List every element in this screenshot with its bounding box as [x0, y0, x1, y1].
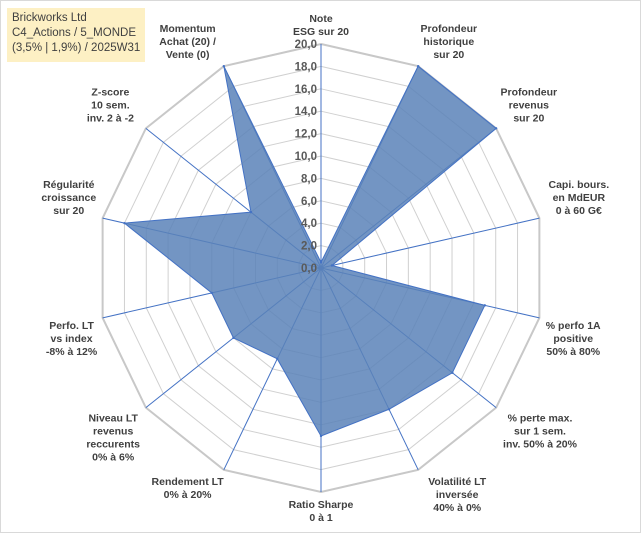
axis-label: Profondeur revenus sur 20 [501, 87, 558, 125]
data-point [222, 64, 226, 68]
axis-label-line: % perte max. [508, 412, 573, 424]
axis-label-line: positive [553, 333, 593, 345]
axis-label-line: Achat (20) / [159, 36, 216, 48]
data-point [330, 264, 334, 267]
r-tick-label: 16,0 [295, 84, 317, 96]
data-point [319, 261, 323, 264]
axis-label-line: % perfo 1A [546, 320, 601, 332]
r-tick-label: 2,0 [301, 241, 317, 253]
axis-label-line: Ratio Sharpe [289, 499, 354, 511]
data-point [276, 357, 279, 361]
axis-label: Régularité croissance sur 20 [41, 179, 96, 217]
r-tick-label: 20,0 [295, 39, 317, 51]
axis-label-line: reccurents [86, 438, 140, 450]
axis-label: Perfo. LT vs index -8% à 12% [46, 320, 98, 358]
r-tick-label: 14,0 [295, 106, 317, 118]
data-point [483, 304, 486, 307]
axis-label-line: inv. 50% à 20% [503, 438, 578, 450]
axis-label-line: historique [423, 36, 474, 48]
data-point [319, 434, 323, 438]
axis-spoke [320, 217, 540, 269]
axis-label-line: revenus [509, 100, 549, 112]
data-point [210, 291, 214, 295]
axis-label: % perfo 1A positive 50% à 80% [546, 320, 601, 358]
axis-label: Z-score 10 sem. inv. 2 à -2 [87, 87, 134, 125]
axis-label: Momentum Achat (20) / Vente (0) [159, 23, 216, 61]
axis-label-line: Capi. bours. [548, 179, 609, 191]
axis-label-line: Z-score [91, 87, 129, 99]
axis-label-line: 0% à 20% [164, 489, 213, 501]
data-point [494, 127, 498, 130]
axis-label-line: inversée [436, 489, 479, 501]
axis-label-line: 0 à 60 G€ [556, 205, 602, 217]
axis-label: % perte max. sur 1 sem. inv. 50% à 20% [503, 412, 578, 450]
r-tick-label: 4,0 [301, 218, 317, 230]
title-company: Brickworks Ltd [12, 12, 87, 24]
axis-label-line: Volatilité LT [428, 476, 487, 488]
axis-label-line: Rendement LT [152, 476, 225, 488]
axis-label-line: Profondeur [420, 23, 477, 35]
axis-label-line: en MdEUR [553, 192, 606, 204]
title-period: (3,5% | 1,9%) / 2025W31 [12, 42, 141, 54]
title-portfolio: C4_Actions / 5_MONDE [12, 27, 136, 39]
axis-label-line: 0 à 1 [309, 512, 333, 524]
r-tick-label: 10,0 [295, 151, 317, 163]
axis-label: Rendement LT 0% à 20% [152, 476, 225, 501]
axis-label: Note ESG sur 20 [293, 13, 349, 38]
r-tick-label: 18,0 [295, 61, 317, 73]
title-box: Brickworks Ltd C4_Actions / 5_MONDE (3,5… [7, 8, 145, 62]
axis-label-line: sur 20 [433, 49, 464, 61]
axis-label: Niveau LT revenus reccurents 0% à 6% [86, 412, 140, 463]
axis-label-line: Momentum [160, 23, 216, 35]
axis-label-line: inv. 2 à -2 [87, 113, 134, 125]
data-point [416, 64, 420, 68]
axis-label-line: Niveau LT [88, 412, 138, 424]
r-tick-label: 6,0 [301, 196, 317, 208]
axis-label-line: -8% à 12% [46, 346, 98, 358]
r-tick-label: 8,0 [301, 173, 317, 185]
axis-label: Ratio Sharpe 0 à 1 [289, 499, 354, 524]
axis-label-line: 0% à 6% [92, 451, 135, 463]
axis-label-line: Perfo. LT [49, 320, 94, 332]
data-point [232, 336, 235, 340]
axis-label-line: ESG sur 20 [293, 26, 349, 38]
axis-label-line: croissance [41, 192, 96, 204]
r-tick-label: 12,0 [295, 129, 317, 141]
axis-label: Profondeur historique sur 20 [420, 23, 477, 61]
r-tick-label: 0,0 [301, 263, 317, 275]
axis-label: Volatilité LT inversée 40% à 0% [428, 476, 487, 514]
data-point [249, 210, 253, 214]
axis-label-line: Profondeur [501, 87, 558, 99]
axis-label-line: sur 20 [53, 205, 84, 217]
data-point [451, 371, 454, 374]
axis-label-line: sur 20 [513, 113, 544, 125]
axis-label: Capi. bours. en MdEUR 0 à 60 G€ [548, 179, 609, 217]
axis-label-line: Vente (0) [166, 49, 210, 61]
data-point [123, 221, 126, 225]
axis-label-line: 50% à 80% [546, 346, 600, 358]
axis-label-line: Régularité [43, 179, 95, 191]
axis-label-line: revenus [93, 425, 133, 437]
axis-label-line: 10 sem. [91, 100, 130, 112]
axis-label-line: 40% à 0% [433, 502, 482, 514]
axis-label-line: sur 1 sem. [514, 425, 566, 437]
axis-label-line: Note [309, 13, 332, 25]
data-point [387, 408, 391, 411]
axis-label-line: vs index [51, 333, 93, 345]
